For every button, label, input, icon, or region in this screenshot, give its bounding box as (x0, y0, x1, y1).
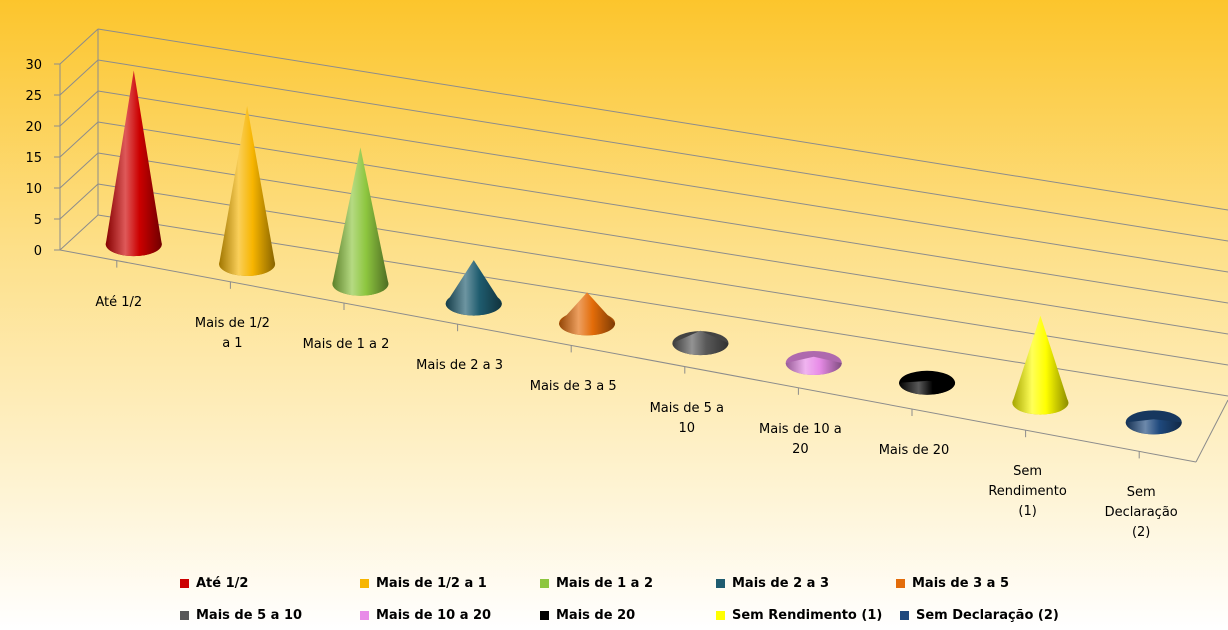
x-tick-label: Sem Declaração (2) (1104, 485, 1178, 541)
x-tick-label: Até 1/2 (95, 294, 143, 310)
grid-side-line (59, 90, 99, 127)
legend-swatch (180, 579, 189, 588)
legend-label: Sem Rendimento (1) (732, 608, 883, 623)
gridline (97, 59, 1228, 242)
cone-body (1012, 315, 1069, 415)
cones (105, 70, 1182, 435)
grid-side-line (59, 152, 99, 189)
y-tick-label: 0 (34, 244, 42, 259)
x-tick-label: Mais de 3 a 5 (529, 379, 617, 395)
cone-body (899, 380, 956, 395)
cone-body (559, 292, 616, 336)
x-tick-label: Mais de 1/2 a 1 (194, 315, 270, 351)
cone-mark (445, 260, 502, 316)
cone-mark (332, 147, 389, 296)
legend-label: Mais de 20 (556, 608, 636, 623)
legend-item: Mais de 5 a 10 (180, 608, 302, 623)
y-tick-label: 5 (34, 213, 42, 228)
x-tick-label: Mais de 1 a 2 (302, 337, 390, 352)
cone-mark (105, 70, 162, 257)
legend-swatch (360, 579, 369, 588)
y-tick-label: 25 (25, 89, 42, 104)
grid-side-line (59, 214, 99, 251)
legend-label: Mais de 1 a 2 (556, 576, 653, 591)
gridline (97, 121, 1228, 304)
legend-item: Sem Rendimento (1) (716, 608, 882, 623)
legend-label: Mais de 1/2 a 1 (376, 576, 487, 591)
y-axis-ticks: 0 5 10 15 20 25 30 (25, 58, 60, 259)
legend-label: Mais de 5 a 10 (196, 608, 303, 623)
x-tick-label: Mais de 10 a 20 (759, 421, 842, 457)
cone-body (105, 70, 162, 257)
cone-mark (1125, 410, 1182, 435)
cone-body (332, 147, 389, 296)
cone-mark (559, 292, 616, 336)
legend-label: Mais de 2 a 3 (732, 576, 829, 591)
legend-label: Sem Declaração (2) (916, 608, 1059, 623)
legend-swatch (900, 611, 909, 620)
legend-item: Mais de 10 a 20 (360, 608, 491, 623)
floor-front-edge (59, 249, 1197, 463)
x-tick-label: Sem Rendimento (1) (988, 464, 1067, 520)
grid-side-line (59, 183, 99, 220)
gridline (97, 90, 1228, 273)
legend-label: Mais de 10 a 20 (376, 608, 492, 623)
cone-mark (219, 105, 276, 276)
gridline (97, 28, 1228, 211)
legend-label: Até 1/2 (196, 576, 249, 591)
cone-body (445, 260, 502, 316)
cone-mark (672, 330, 729, 356)
cone-body (785, 356, 842, 375)
legend-swatch (540, 579, 549, 588)
legend-swatch (716, 611, 725, 620)
legend-item: Mais de 2 a 3 (716, 576, 829, 591)
cone-mark (899, 370, 956, 395)
legend-item: Até 1/2 (180, 576, 248, 591)
y-tick-label: 10 (25, 182, 42, 197)
legend-swatch (716, 579, 725, 588)
cone-mark (1012, 315, 1069, 415)
legend-swatch (896, 579, 905, 588)
x-tick-label: Mais de 5 a 10 (649, 400, 725, 436)
legend-swatch (540, 611, 549, 620)
floor-right-edge (1195, 399, 1228, 463)
grid-side-line (59, 28, 99, 65)
legend-swatch (180, 611, 189, 620)
cone-body (219, 105, 276, 276)
x-tick-label: Mais de 20 (878, 443, 950, 458)
legend-item: Mais de 1 a 2 (540, 576, 653, 591)
legend-swatch (360, 611, 369, 620)
cone-body (672, 330, 729, 356)
legend-item: Sem Declaração (2) (900, 608, 1059, 623)
grid-side-line (59, 121, 99, 158)
x-tick-label: Mais de 2 a 3 (416, 358, 504, 374)
grid-side-line (59, 59, 99, 96)
cone-body (1125, 419, 1182, 435)
y-tick-label: 20 (25, 120, 42, 135)
gridline (97, 152, 1228, 335)
y-tick-label: 15 (25, 151, 42, 166)
cone-mark (785, 350, 842, 375)
legend-item: Mais de 3 a 5 (896, 576, 1009, 591)
legend-label: Mais de 3 a 5 (912, 576, 1009, 591)
y-tick-label: 30 (25, 58, 42, 73)
legend-item: Mais de 1/2 a 1 (360, 576, 487, 591)
legend-item: Mais de 20 (540, 608, 635, 623)
